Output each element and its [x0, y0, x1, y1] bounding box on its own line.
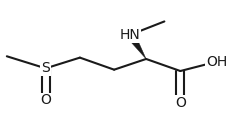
- Text: S: S: [41, 61, 50, 75]
- Text: OH: OH: [205, 55, 226, 69]
- Text: O: O: [40, 94, 51, 107]
- Text: O: O: [174, 96, 185, 110]
- Polygon shape: [125, 34, 145, 59]
- Text: HN: HN: [119, 28, 140, 42]
